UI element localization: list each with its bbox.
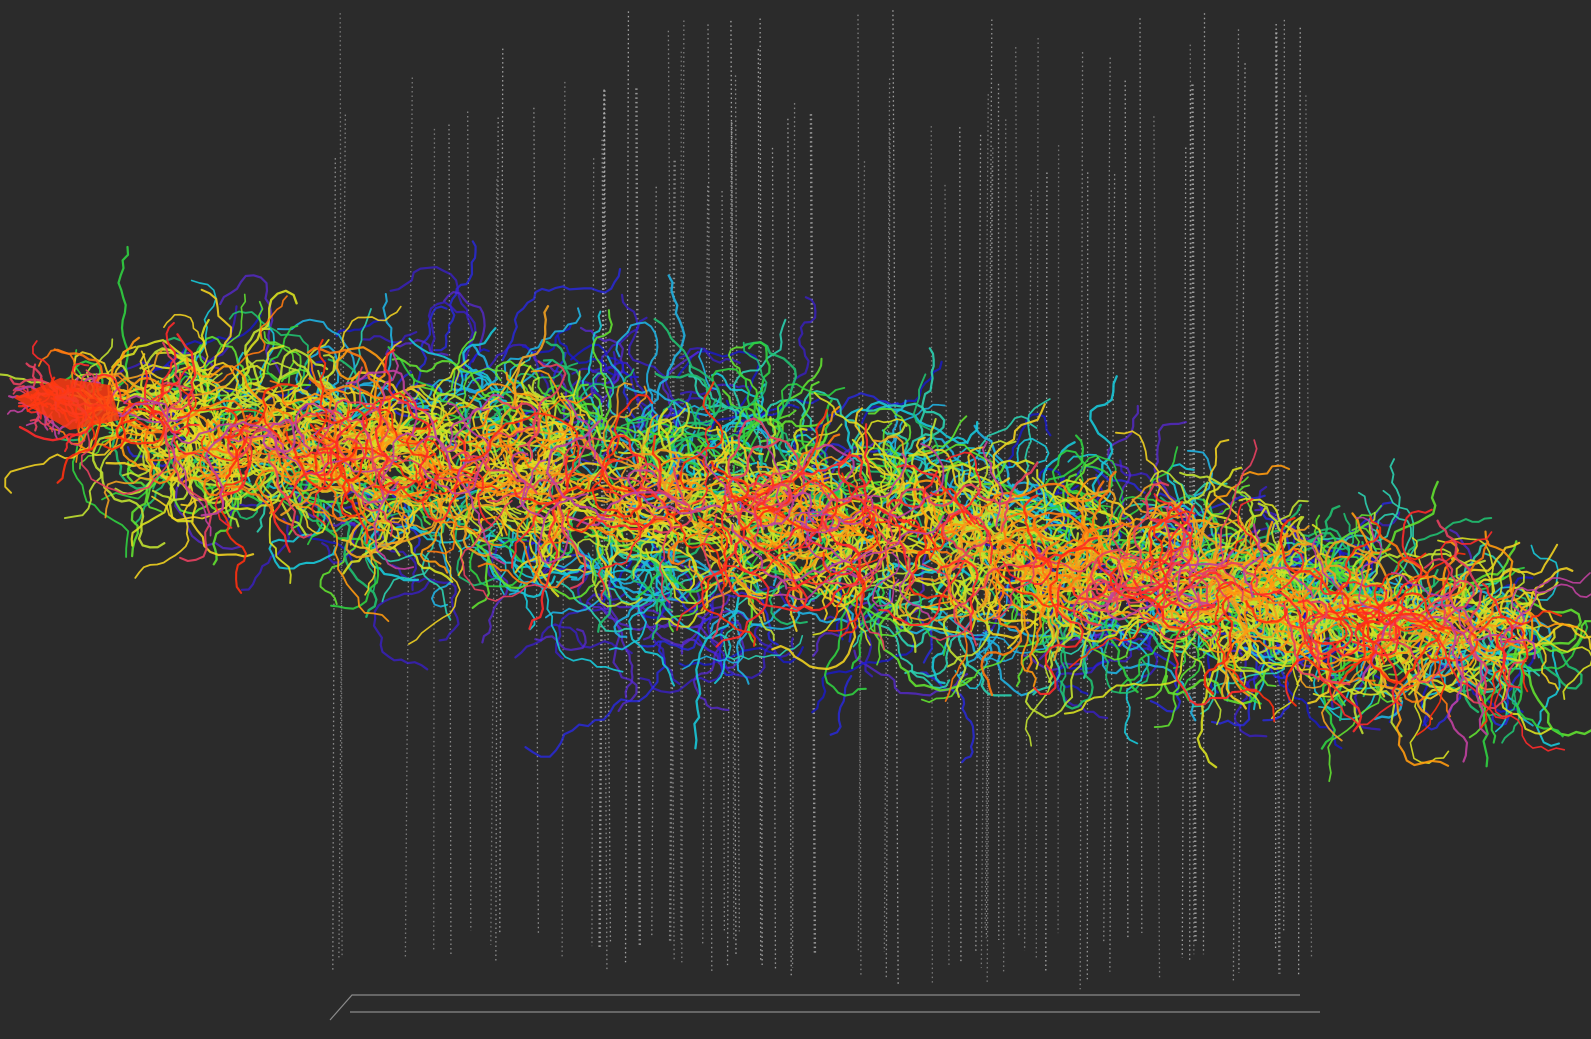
visualization — [0, 0, 1591, 1039]
page: (() => { const data = JSON.parse(documen… — [0, 0, 1591, 1039]
